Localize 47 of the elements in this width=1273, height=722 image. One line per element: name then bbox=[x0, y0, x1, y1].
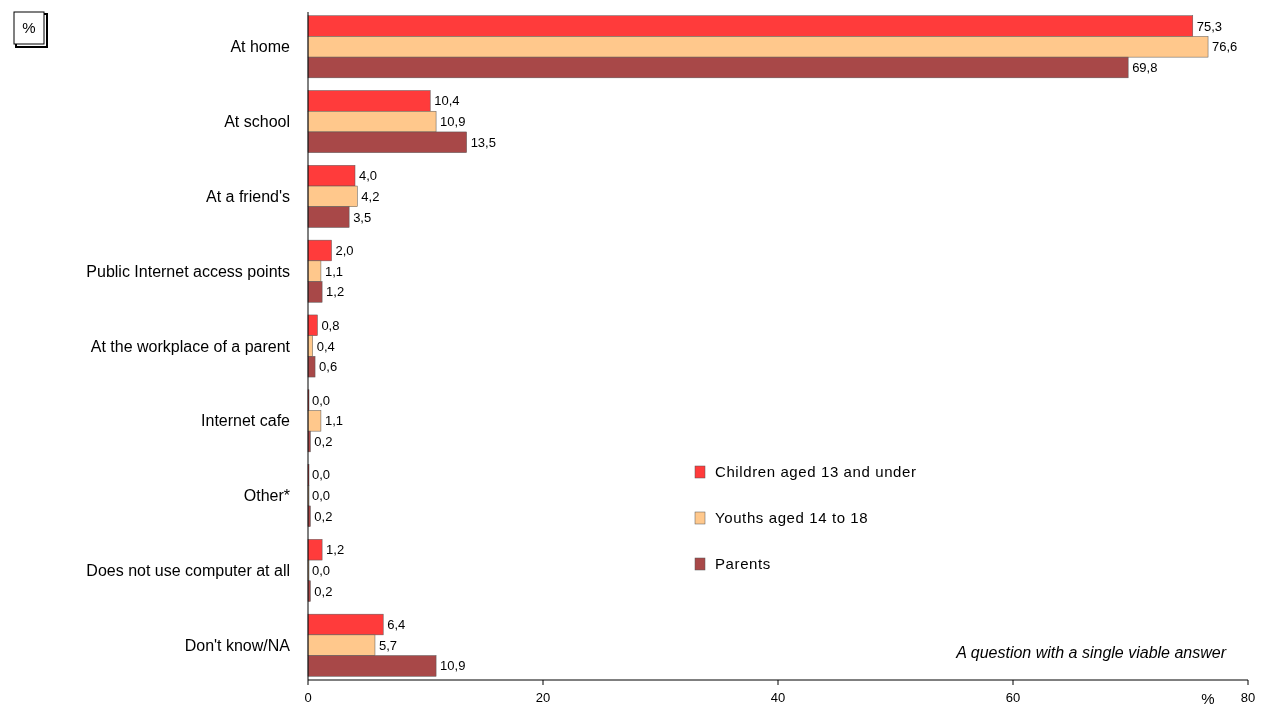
data-label: 0,6 bbox=[319, 359, 338, 375]
y-tick-label: At home bbox=[230, 38, 291, 56]
data-label: 1,1 bbox=[324, 263, 343, 279]
data-label: 0,8 bbox=[321, 317, 340, 333]
data-label: 1,2 bbox=[326, 284, 345, 300]
data-label: 0,0 bbox=[312, 467, 331, 483]
data-label: 1,2 bbox=[326, 542, 345, 558]
data-label: 0,2 bbox=[314, 583, 333, 599]
data-label: 10,9 bbox=[440, 658, 466, 674]
data-label: 0,2 bbox=[314, 508, 333, 524]
y-tick-label: Other* bbox=[243, 487, 290, 505]
data-label: 0,0 bbox=[312, 392, 331, 408]
data-label: 1,1 bbox=[324, 413, 343, 429]
legend-label: Parents bbox=[715, 555, 771, 573]
data-label: 3,5 bbox=[353, 209, 372, 225]
y-tick-label: At a friend's bbox=[206, 187, 290, 205]
text: % bbox=[22, 19, 36, 37]
data-label: 76,6 bbox=[1212, 39, 1238, 55]
y-tick-label: Internet cafe bbox=[201, 412, 291, 430]
x-tick-label: 20 bbox=[535, 690, 551, 705]
x-axis-title: % bbox=[1201, 690, 1215, 707]
data-label: 10,4 bbox=[434, 93, 460, 109]
data-label: 4,0 bbox=[359, 168, 378, 184]
data-label: 0,2 bbox=[314, 434, 333, 450]
x-tick-label: 0 bbox=[304, 690, 312, 705]
data-label: 13,5 bbox=[470, 134, 496, 150]
y-tick-label: Public Internet access points bbox=[86, 262, 290, 280]
data-label: 75,3 bbox=[1196, 18, 1223, 34]
data-label: 6,4 bbox=[387, 617, 406, 633]
data-label: 4,2 bbox=[361, 188, 380, 204]
legend-label: Youths aged 14 to 18 bbox=[715, 509, 869, 527]
y-tick-label: Does not use computer at all bbox=[86, 562, 290, 580]
annotation: A question with a single viable answer bbox=[955, 643, 1227, 661]
data-label: 69,8 bbox=[1132, 60, 1158, 76]
x-tick-label: 40 bbox=[770, 690, 786, 705]
x-tick-label: 80 bbox=[1240, 690, 1256, 705]
data-label: 0,0 bbox=[312, 562, 331, 578]
y-tick-label: At the workplace of a parent bbox=[90, 337, 291, 355]
y-tick-label: Don't know/NA bbox=[184, 636, 291, 654]
data-label: 0,0 bbox=[312, 488, 331, 504]
legend-label: Children aged 13 and under bbox=[715, 463, 917, 481]
y-tick-label: At school bbox=[224, 113, 290, 131]
data-label: 0,4 bbox=[316, 338, 335, 354]
x-tick-label: 60 bbox=[1005, 690, 1021, 705]
data-label: 5,7 bbox=[378, 637, 398, 653]
data-label: 2,0 bbox=[335, 243, 354, 259]
data-label: 10,9 bbox=[440, 114, 466, 130]
